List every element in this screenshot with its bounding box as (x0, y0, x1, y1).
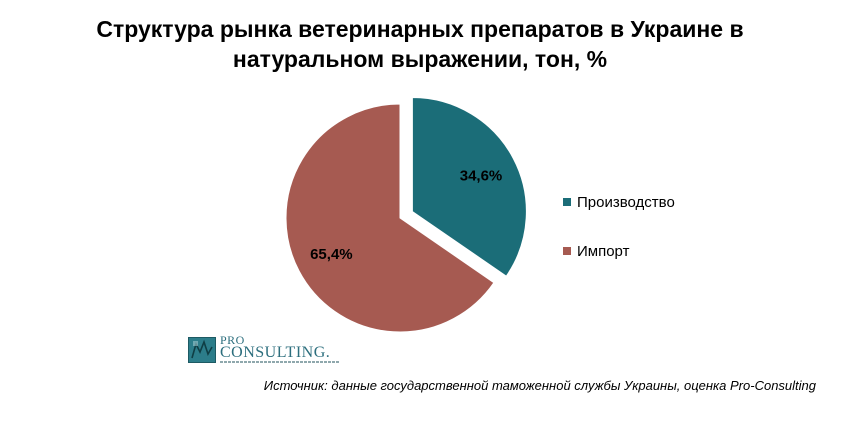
legend-swatch-production (563, 198, 571, 206)
pie-slice-import (285, 103, 495, 333)
legend-swatch-import (563, 247, 571, 255)
pro-consulting-logo: PRO CONSULTING. (188, 333, 348, 365)
chart-title-line-1: Структура рынка ветеринарных препаратов … (96, 16, 744, 42)
chart-legend: Производство Импорт (563, 190, 675, 288)
data-label-production: 34,6% (460, 167, 503, 184)
logo-mark-icon (188, 337, 216, 363)
chart-title: Структура рынка ветеринарных препаратов … (40, 14, 800, 74)
legend-label-import: Импорт (577, 242, 630, 260)
legend-item-import: Импорт (563, 239, 675, 263)
data-label-import: 65,4% (310, 246, 353, 263)
legend-label-production: Производство (577, 193, 675, 211)
source-note: Источник: данные государственной таможен… (263, 378, 816, 393)
pie-slice-production (411, 96, 527, 277)
logo-text-pro: PRO (220, 333, 245, 347)
chart-title-line-2: натуральном выражении, тон, % (232, 46, 608, 72)
legend-item-production: Производство (563, 190, 675, 214)
logo-text-consulting: CONSULTING. (220, 344, 331, 361)
logo-tagline (220, 361, 340, 363)
